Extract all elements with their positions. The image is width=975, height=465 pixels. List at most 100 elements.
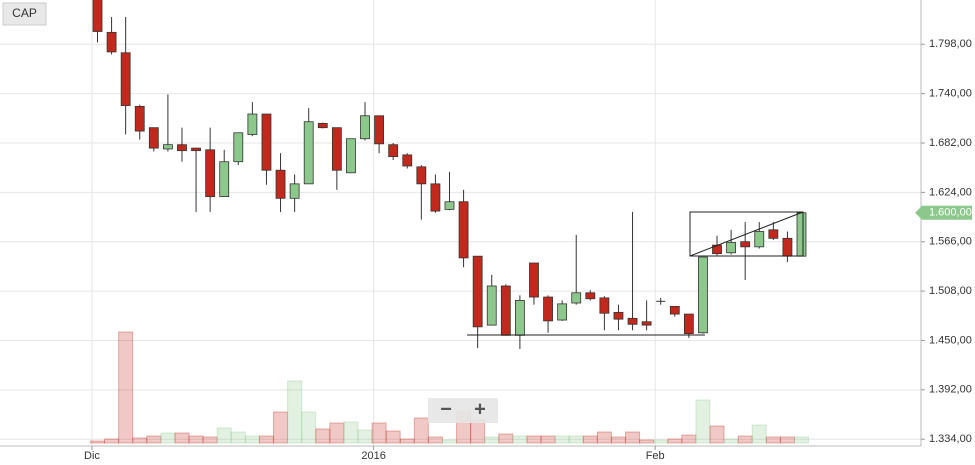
volume-bar (610, 436, 626, 444)
volume-bar (540, 435, 556, 444)
candle-body (289, 183, 300, 199)
candle-body (599, 297, 610, 314)
volume-bar (554, 435, 570, 444)
candle-body (247, 113, 258, 135)
volume-bar (230, 431, 246, 444)
zoom-box (428, 398, 498, 423)
candle-body (782, 237, 793, 257)
candle-body (627, 317, 638, 325)
candle-body (500, 285, 511, 336)
candle-body (458, 201, 469, 259)
volume-bar (357, 429, 373, 444)
symbol-box[interactable] (2, 2, 47, 26)
price-tag-label: 1.600,00 (929, 207, 972, 219)
volume-bar (723, 438, 739, 444)
volume-bar (526, 435, 542, 444)
candle-body (486, 285, 497, 326)
zoom-in[interactable]: + (474, 398, 486, 420)
volume-bar (737, 435, 753, 444)
candle-body (317, 123, 328, 129)
volume-bar (596, 431, 612, 444)
candle-body (641, 321, 652, 326)
volume-bar (146, 435, 162, 444)
candle-body (191, 147, 201, 152)
volume-bar (385, 430, 401, 444)
candle-body (219, 161, 230, 198)
candle-body (571, 292, 582, 304)
channel-box (689, 211, 804, 257)
volume-bar (188, 435, 204, 444)
candle-body (768, 229, 779, 239)
volume-bar (653, 439, 669, 444)
price-tag (915, 205, 972, 220)
volume-bar (90, 440, 105, 444)
candle-body (543, 296, 553, 322)
candle-body (585, 292, 596, 300)
volume-bar (751, 424, 767, 444)
volume-bar (582, 435, 598, 444)
chart-title[interactable]: CAP (12, 6, 37, 20)
candle-body (402, 154, 413, 167)
volume-bar (132, 437, 148, 444)
y-tick-label: 1.508,00 (929, 285, 972, 297)
y-tick-label: 1.798,00 (929, 38, 972, 50)
volume-bar (667, 438, 683, 444)
zoom-controls: − + (428, 398, 498, 423)
candle-body (430, 183, 441, 212)
candle-body (557, 303, 568, 321)
candle-body (92, 0, 103, 32)
volume-bar (709, 425, 725, 444)
volume-bar (484, 436, 500, 444)
drawings (467, 211, 804, 336)
y-tick-label: 1.740,00 (929, 88, 972, 100)
y-tick-label: 1.392,00 (929, 384, 972, 396)
candle-layer (92, 0, 807, 349)
volume-bar (216, 427, 232, 444)
candle-body (275, 169, 286, 199)
volume-bar (470, 419, 486, 444)
candle-body (613, 311, 624, 320)
zoom-out[interactable]: − (440, 398, 452, 420)
volume-bar (301, 411, 317, 444)
volume-bar (568, 435, 584, 444)
volume-bar (118, 331, 134, 444)
candle-body (120, 52, 131, 106)
candle-body (177, 144, 187, 152)
candle-body (416, 166, 427, 185)
y-tick-label: 1.450,00 (929, 334, 972, 346)
volume-bar (174, 432, 190, 444)
candle-body (388, 144, 399, 158)
volume-bar (258, 435, 274, 444)
candle-body (698, 256, 708, 334)
volume-bar (244, 435, 260, 444)
volume-bar (427, 436, 443, 444)
candle-body (303, 121, 314, 185)
candle-body (106, 31, 117, 53)
symbol-button[interactable]: CAP (2, 2, 47, 26)
volume-bar (794, 436, 809, 444)
candle-body (726, 242, 736, 254)
volume-bar (315, 428, 331, 444)
volume-bar (442, 439, 457, 444)
volume-bar (343, 421, 359, 444)
volume-bar (287, 380, 303, 444)
volume-bar (765, 436, 781, 444)
volume-bar (625, 431, 641, 444)
y-tick-label: 1.624,00 (929, 186, 972, 198)
candle-body (331, 127, 342, 171)
trend-line (689, 211, 804, 257)
volume-bar (202, 436, 218, 444)
candle-body (669, 306, 680, 315)
candle-body (444, 201, 455, 210)
candle-body (529, 262, 539, 298)
volume-bar (104, 438, 120, 444)
x-tick-label: Feb (646, 450, 665, 462)
volume-bar (498, 433, 514, 444)
candle-body (683, 313, 694, 335)
candle-body (374, 115, 385, 145)
candle-body (134, 105, 145, 132)
candle-body (346, 138, 356, 174)
candle-body (360, 115, 370, 140)
